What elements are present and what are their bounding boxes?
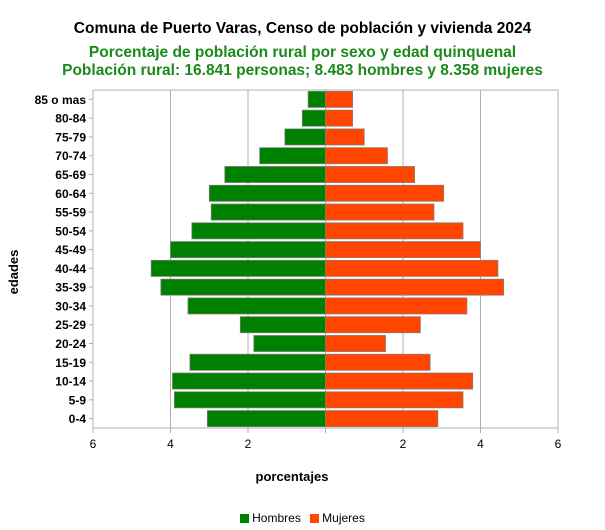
bar-mujeres <box>325 410 439 428</box>
bar-hombres <box>150 259 326 277</box>
chart-subtitle-2: Población rural: 16.841 personas; 8.483 … <box>62 62 543 79</box>
bar-hombres <box>208 184 326 202</box>
bar-hombres <box>189 353 326 371</box>
x-tick-label: 6 <box>90 437 97 451</box>
bar-mujeres <box>325 259 499 277</box>
bar-hombres <box>206 410 326 428</box>
axes: 6 4 2 2 4 6 85 o mas 80-84 75-79 70-74 65-69 60-64 5… <box>35 93 562 451</box>
bar-mujeres <box>325 316 421 334</box>
bar-hombres <box>174 391 326 409</box>
bar-mujeres <box>325 128 365 146</box>
x-tick-label: 6 <box>555 437 562 451</box>
bar-mujeres <box>325 335 386 352</box>
bar-mujeres <box>325 90 353 108</box>
bar-hombres <box>259 147 326 165</box>
chart-title: Comuna de Puerto Varas, Censo de poblaci… <box>73 20 532 37</box>
y-tick-label: 80-84 <box>55 112 86 126</box>
y-tick-label: 0-4 <box>69 412 87 426</box>
x-tick-label: 2 <box>400 437 407 451</box>
bar-hombres <box>224 166 326 183</box>
bar-mujeres <box>325 241 481 259</box>
bar-hombres <box>210 203 326 221</box>
legend-label-hombres: Hombres <box>252 511 301 525</box>
y-tick-label: 60-64 <box>55 187 86 201</box>
bar-hombres <box>284 128 326 146</box>
legend-swatch-mujeres <box>310 513 320 523</box>
bar-mujeres <box>325 203 435 221</box>
bar-mujeres <box>325 297 468 315</box>
x-tick-label: 2 <box>245 437 252 451</box>
bar-mujeres <box>325 353 431 371</box>
y-axis-label: edades <box>6 250 21 295</box>
bars <box>150 90 505 428</box>
bar-hombres <box>253 335 326 352</box>
y-tick-label: 70-74 <box>55 149 86 163</box>
y-tick-label: 30-34 <box>55 299 86 313</box>
legend-item-mujeres: Mujeres <box>310 511 365 525</box>
legend-item-hombres: Hombres <box>240 511 301 525</box>
x-tick-label: 4 <box>167 437 174 451</box>
bar-hombres <box>172 372 326 390</box>
y-tick-label: 75-79 <box>55 130 86 144</box>
y-tick-label: 35-39 <box>55 281 86 295</box>
bar-mujeres <box>325 147 388 165</box>
legend: Hombres Mujeres <box>0 511 605 526</box>
y-tick-label: 40-44 <box>55 262 86 276</box>
y-tick-label: 65-69 <box>55 168 86 182</box>
bar-hombres <box>187 297 326 315</box>
bar-mujeres <box>325 391 464 409</box>
y-tick-label: 50-54 <box>55 224 86 238</box>
bar-mujeres <box>325 278 505 296</box>
y-tick-label: 45-49 <box>55 243 86 257</box>
bar-mujeres <box>325 372 474 390</box>
bar-hombres <box>160 278 326 296</box>
bar-hombres <box>191 222 326 240</box>
legend-swatch-hombres <box>240 513 250 523</box>
y-tick-label: 10-14 <box>55 375 86 389</box>
y-tick-label: 85 o mas <box>35 93 87 107</box>
y-tick-label: 20-24 <box>55 337 86 351</box>
bar-mujeres <box>325 166 415 183</box>
bar-hombres <box>239 316 326 334</box>
bar-hombres <box>307 90 326 108</box>
bar-mujeres <box>325 109 353 127</box>
y-tick-label: 5-9 <box>69 393 87 407</box>
chart-subtitle-1: Porcentaje de población rural por sexo y… <box>88 44 517 61</box>
bar-hombres <box>301 109 326 127</box>
y-tick-label: 25-29 <box>55 318 86 332</box>
bar-hombres <box>170 241 326 259</box>
y-tick-label: 15-19 <box>55 356 86 370</box>
x-tick-label: 4 <box>477 437 484 451</box>
bar-mujeres <box>325 222 464 240</box>
legend-label-mujeres: Mujeres <box>322 511 365 525</box>
y-tick-label: 55-59 <box>55 206 86 220</box>
x-axis-label: porcentajes <box>256 469 329 484</box>
bar-mujeres <box>325 184 445 202</box>
